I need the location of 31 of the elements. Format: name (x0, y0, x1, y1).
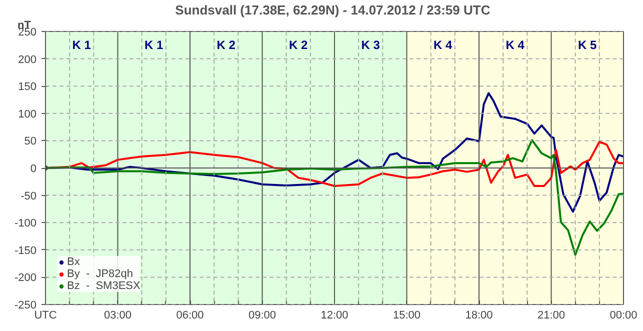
y-tick-label: 150 (18, 81, 37, 94)
annotation: K 2 (216, 38, 236, 52)
x-tick-label: 18:00 (465, 310, 493, 322)
y-tick-label: 0 (30, 163, 37, 175)
x-tick-label: 06:00 (176, 310, 204, 322)
legend-label: Bz - SM3ESX (67, 280, 140, 292)
x-tick-label: 12:00 (320, 310, 348, 322)
annotation: K 1 (144, 38, 164, 52)
annotation: K 4 (506, 38, 525, 52)
y-tick-label: 50 (24, 136, 37, 148)
x-tick-label: 00:00 (610, 310, 638, 322)
y-tick-label: -200 (14, 272, 37, 284)
y-tick-label: 200 (18, 54, 37, 66)
x-tick-label: 09:00 (248, 310, 276, 322)
y-tick-label: -100 (14, 218, 37, 230)
annotation: K 3 (361, 38, 380, 52)
y-tick-label: -250 (14, 300, 37, 312)
y-tick-label: -150 (14, 244, 37, 257)
legend-label: By - JP82qh (67, 268, 134, 280)
x-tick-label: 03:00 (104, 310, 132, 322)
y-tick-label: -50 (20, 190, 37, 202)
x-tick-label: 15:00 (392, 310, 421, 322)
legend-label: Bx (67, 256, 81, 268)
annotation: K 2 (289, 38, 308, 52)
chart-title: Sundsvall (17.38E, 62.29N) - 14.07.2012 / 23:59 UTC (175, 2, 491, 18)
y-tick-label: 100 (18, 108, 37, 120)
annotation: K 4 (434, 38, 453, 52)
annotation: K 5 (578, 38, 598, 52)
x-tick-label: 21:00 (537, 310, 566, 322)
x-tick-label: UTC (34, 310, 57, 322)
annotation: K 1 (72, 38, 92, 52)
